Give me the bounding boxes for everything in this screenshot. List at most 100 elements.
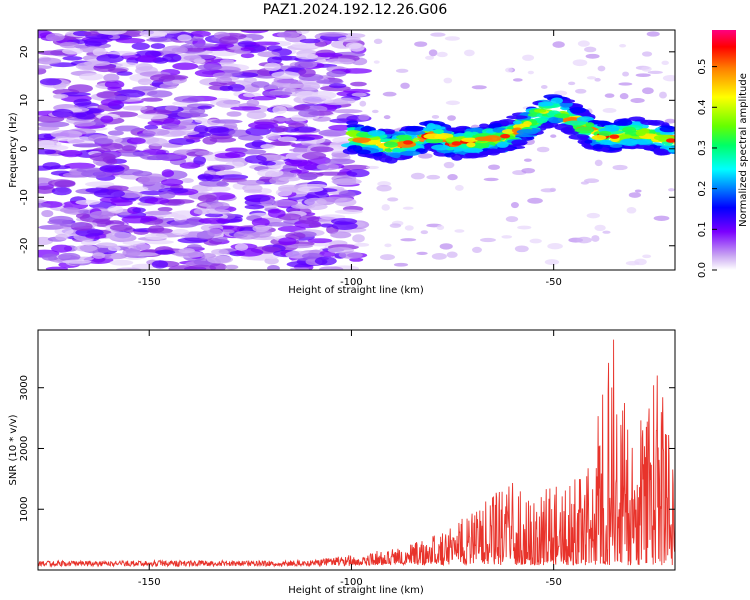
spectrogram-ridge-cell	[516, 128, 539, 135]
spectrogram-ridge-cell	[367, 130, 386, 137]
colorbar: 0.0 0.1 0.2 0.3 0.4 0.5 Normalized spectral a…	[697, 30, 749, 278]
spectrogram-cell	[472, 246, 482, 254]
spectrogram-x-axis-label: Height of straight line (km)	[288, 285, 424, 296]
spectrogram-cell	[365, 165, 379, 170]
spectrogram-cell	[387, 197, 399, 202]
snr-y-tick-label: 1000	[19, 497, 30, 522]
spectrogram-cell	[272, 105, 287, 114]
spectrogram-cell	[517, 225, 532, 230]
spectrogram-ridge-cell	[503, 147, 516, 152]
spectrogram-cell	[137, 176, 160, 185]
spectrogram-cell	[294, 126, 317, 133]
spectrogram-cell	[642, 87, 654, 95]
spectrogram-cell	[211, 248, 229, 255]
spectrogram-cell	[318, 32, 349, 37]
spectrogram-cell	[116, 71, 133, 76]
spectrogram-cell	[271, 55, 303, 61]
spectrogram-cell	[337, 36, 361, 43]
spectrogram-cell	[146, 37, 177, 43]
spectrogram-cell	[536, 146, 550, 153]
spectrogram-cell	[246, 99, 260, 107]
spectrogram-cell	[83, 38, 108, 46]
spectrogram-cell	[240, 46, 255, 52]
spectrogram-cell	[193, 125, 209, 134]
spectrogram-cell	[251, 217, 270, 227]
spectrogram-cell	[585, 53, 600, 59]
spectrogram-cell	[301, 252, 323, 260]
spectrogram-cell	[131, 42, 150, 50]
spectrogram-cell	[83, 31, 100, 36]
spectrogram-cell	[646, 31, 660, 37]
spectrogram-cell	[164, 105, 179, 112]
spectrogram-cell	[210, 201, 230, 210]
spectrogram-ridge-cell	[554, 113, 570, 119]
spectrogram-cell	[471, 85, 487, 90]
spectrogram-cell	[291, 41, 322, 49]
spectrogram-ridge-cell	[479, 123, 490, 128]
spectrogram-cell	[107, 86, 122, 91]
spectrogram-cell	[371, 109, 379, 114]
spectrogram-cell	[160, 178, 184, 186]
spectrogram-cell	[527, 197, 543, 204]
spectrogram-cell	[59, 41, 80, 49]
spectrogram-cell	[300, 94, 332, 104]
spectrogram-y-axis-label: Frequency (Hz)	[8, 112, 19, 188]
spectrogram-cell	[284, 87, 298, 93]
spectrogram-ridge-cell	[523, 121, 532, 127]
spectrogram-cell	[414, 41, 428, 47]
spectrogram-cell	[334, 209, 363, 215]
spectrogram-cell	[264, 222, 296, 227]
spectrogram-cell	[173, 95, 205, 103]
spectrogram-ridge-cell	[466, 142, 476, 148]
spectrogram-cell	[104, 80, 125, 89]
spectrogram-cell	[50, 130, 83, 139]
spectrogram-cell	[447, 174, 458, 181]
spectrogram-peak	[665, 138, 675, 143]
spectrogram-ridge-cell	[372, 152, 383, 157]
spectrogram-cell	[286, 243, 314, 249]
spectrogram-cell	[662, 74, 675, 82]
spectrogram-cell	[265, 133, 282, 140]
spectrogram-cell	[54, 227, 74, 236]
spectrogram-cell	[445, 100, 460, 106]
spectrogram-cell	[38, 186, 56, 194]
spectrogram-cell	[447, 115, 456, 121]
spectrogram-cell	[426, 174, 441, 180]
spectrogram-cell	[320, 223, 334, 228]
spectrogram-cell	[326, 70, 347, 78]
spectrogram-cell	[215, 76, 233, 84]
spectrogram-cell	[38, 139, 55, 149]
spectrogram-cell	[298, 215, 320, 225]
spectrogram-cell	[332, 109, 363, 114]
spectrogram-cell	[114, 125, 141, 132]
spectrogram-cell	[377, 181, 391, 187]
spectrogram-cell	[483, 177, 499, 182]
colorbar-label: Normalized spectral amplitude	[738, 73, 749, 227]
spectrogram-cell	[149, 154, 182, 161]
spectrogram-cell	[197, 194, 217, 203]
colorbar-ticks: 0.0 0.1 0.2 0.3 0.4 0.5	[697, 59, 717, 278]
spectrogram-ridge-cell	[613, 121, 628, 126]
spectrogram-cell	[85, 181, 115, 188]
spectrogram-ridge-cell	[653, 148, 669, 156]
spectrogram-cell	[586, 212, 600, 219]
spectrogram-cell	[244, 194, 271, 202]
spectrogram-cell	[379, 254, 395, 261]
spectrogram-cell	[100, 98, 122, 107]
spectrogram-cell	[244, 155, 267, 164]
spectrogram-cell	[73, 120, 96, 127]
spectrogram-cell	[159, 82, 178, 90]
spectrogram-cell	[512, 78, 523, 82]
spectrogram-cell	[310, 146, 334, 153]
spectrogram-cell	[521, 167, 536, 174]
spectrogram-cell	[234, 243, 249, 251]
colorbar-tick-label: 0.2	[697, 181, 708, 197]
spectrogram-cell	[298, 173, 318, 180]
spectrogram-ridge-cell	[431, 144, 450, 151]
spectrogram-cell	[338, 251, 363, 259]
spectrogram-cell	[352, 234, 365, 243]
spectrogram-cell	[443, 161, 455, 169]
spectrogram-cell	[144, 197, 170, 205]
spectrogram-cell	[62, 48, 84, 55]
